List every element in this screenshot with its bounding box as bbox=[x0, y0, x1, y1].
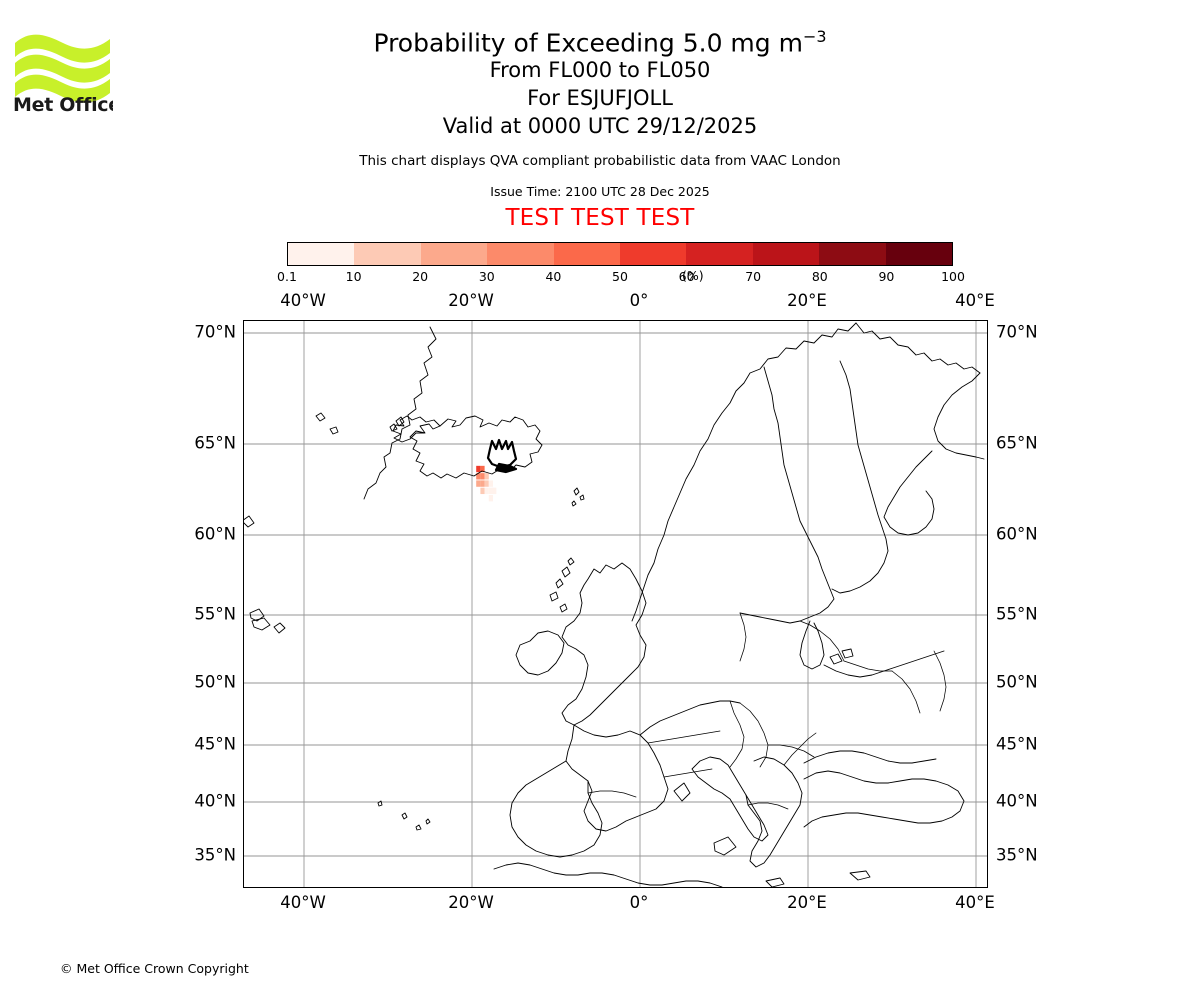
colorbar-tick-0.1: 0.1 bbox=[277, 269, 297, 284]
longitude-axis-top: 40°W 20°W 0° 20°E 40°E bbox=[0, 291, 1200, 311]
ash-cell-2 bbox=[476, 473, 481, 480]
lon-label-20°W: 20°W bbox=[448, 893, 494, 912]
colorbar-band-3 bbox=[487, 243, 554, 265]
colorbar-tick-30: 30 bbox=[478, 269, 495, 284]
lat-label-45°N: 45°N bbox=[996, 734, 1038, 754]
ash-cell-4 bbox=[484, 473, 489, 480]
lon-label-0°: 0° bbox=[629, 291, 649, 310]
lon-label-0°: 0° bbox=[629, 893, 649, 912]
lat-label-55°N: 55°N bbox=[194, 604, 236, 624]
colorbar-tick-70: 70 bbox=[745, 269, 762, 284]
lat-label-70°N: 70°N bbox=[996, 322, 1038, 342]
lat-label-40°N: 40°N bbox=[194, 791, 236, 811]
longitude-axis-bottom: 40°W 20°W 0° 20°E 40°E bbox=[0, 893, 1200, 913]
coastlines bbox=[244, 322, 985, 887]
lat-label-65°N: 65°N bbox=[194, 433, 236, 453]
colorbar-tick-80: 80 bbox=[811, 269, 828, 284]
qva-note: This chart displays QVA compliant probab… bbox=[359, 153, 841, 170]
page-title-exponent: −3 bbox=[802, 27, 827, 46]
issue-time: Issue Time: 2100 UTC 28 Dec 2025 bbox=[490, 184, 710, 200]
ash-cell-9 bbox=[480, 487, 485, 495]
lat-label-65°N: 65°N bbox=[996, 433, 1038, 453]
lat-label-35°N: 35°N bbox=[996, 845, 1038, 865]
map-gridlines bbox=[244, 321, 987, 887]
lon-label-40°E: 40°E bbox=[955, 893, 995, 912]
colorbar-tick-40: 40 bbox=[545, 269, 562, 284]
lat-label-35°N: 35°N bbox=[194, 845, 236, 865]
flight-levels-line: From FL000 to FL050 bbox=[489, 58, 711, 83]
page-title: Probability of Exceeding 5.0 mg m−3 bbox=[0, 28, 1200, 57]
lat-label-45°N: 45°N bbox=[194, 734, 236, 754]
colorbar-tick-50: 50 bbox=[612, 269, 628, 284]
valid-time-line: Valid at 0000 UTC 29/12/2025 bbox=[442, 113, 758, 138]
ash-cell-0 bbox=[476, 465, 481, 473]
probability-colorbar: 0.1 10 20 30 40 50 60 70 80 90 100 bbox=[277, 242, 965, 287]
ash-cell-6 bbox=[480, 480, 485, 487]
ash-cell-8 bbox=[488, 480, 493, 487]
latitude-axis-right: 70°N 65°N 60°N 55°N 50°N 45°N 40°N 35°N bbox=[996, 320, 1136, 888]
ash-cell-3 bbox=[480, 473, 485, 480]
colorbar-tick-100: 100 bbox=[941, 269, 965, 284]
colorbar-tick-labels: 0.1 10 20 30 40 50 60 70 80 90 100 bbox=[277, 269, 965, 287]
ash-cell-11 bbox=[488, 487, 493, 495]
page-title-text: Probability of Exceeding 5.0 mg m bbox=[373, 28, 803, 58]
colorbar-tick-90: 90 bbox=[878, 269, 895, 284]
lat-label-50°N: 50°N bbox=[996, 672, 1038, 692]
ash-cell-5 bbox=[476, 480, 481, 487]
lon-label-20°E: 20°E bbox=[787, 291, 827, 310]
colorbar-tick-20: 20 bbox=[412, 269, 429, 284]
colorbar-band-0 bbox=[288, 243, 355, 265]
ash-probability-cells bbox=[476, 465, 497, 502]
colorbar-band-2 bbox=[420, 243, 488, 265]
logo-waves-icon bbox=[15, 34, 110, 103]
colorbar-band-7 bbox=[752, 243, 820, 265]
colorbar-band-5 bbox=[620, 243, 687, 265]
lon-label-40°W: 40°W bbox=[280, 893, 326, 912]
lat-label-60°N: 60°N bbox=[996, 524, 1038, 544]
lat-label-50°N: 50°N bbox=[194, 672, 236, 692]
lon-label-20°W: 20°W bbox=[448, 291, 494, 310]
volcano-line: For ESJUFJOLL bbox=[527, 86, 673, 111]
copyright-notice: © Met Office Crown Copyright bbox=[60, 961, 249, 976]
colorbar-tick-10: 10 bbox=[345, 269, 362, 284]
colorbar-swatches bbox=[287, 242, 953, 266]
ash-cell-12 bbox=[488, 494, 493, 502]
colorbar-tick-60: 60 bbox=[678, 269, 695, 284]
logo-wordmark: Met Office bbox=[13, 94, 113, 115]
met-office-logo: Met Office bbox=[13, 25, 113, 115]
lat-label-60°N: 60°N bbox=[194, 524, 236, 544]
map-frame bbox=[243, 320, 988, 888]
colorbar-band-1 bbox=[354, 243, 421, 265]
chart-header: Probability of Exceeding 5.0 mg m−3 From… bbox=[0, 0, 1200, 232]
colorbar-band-6 bbox=[686, 243, 753, 265]
lon-label-40°W: 40°W bbox=[280, 291, 326, 310]
lon-label-20°E: 20°E bbox=[787, 893, 827, 912]
latitude-axis-left: 70°N 65°N 60°N 55°N 50°N 45°N 40°N 35°N bbox=[0, 320, 236, 888]
ash-cell-10 bbox=[484, 487, 489, 495]
colorbar-unit-label: (%) bbox=[682, 268, 704, 283]
lon-label-40°E: 40°E bbox=[955, 291, 995, 310]
ash-cell-7 bbox=[484, 480, 489, 487]
colorbar-band-4 bbox=[553, 243, 621, 265]
colorbar-band-8 bbox=[819, 243, 886, 265]
ash-cell-13 bbox=[492, 487, 497, 495]
lat-label-40°N: 40°N bbox=[996, 791, 1038, 811]
test-banner: TEST TEST TEST bbox=[505, 205, 695, 232]
lat-label-70°N: 70°N bbox=[194, 322, 236, 342]
map-panel bbox=[243, 320, 988, 888]
map-svg bbox=[244, 321, 987, 887]
ash-cell-1 bbox=[480, 465, 485, 473]
lat-label-55°N: 55°N bbox=[996, 604, 1038, 624]
colorbar-band-9 bbox=[885, 243, 953, 265]
